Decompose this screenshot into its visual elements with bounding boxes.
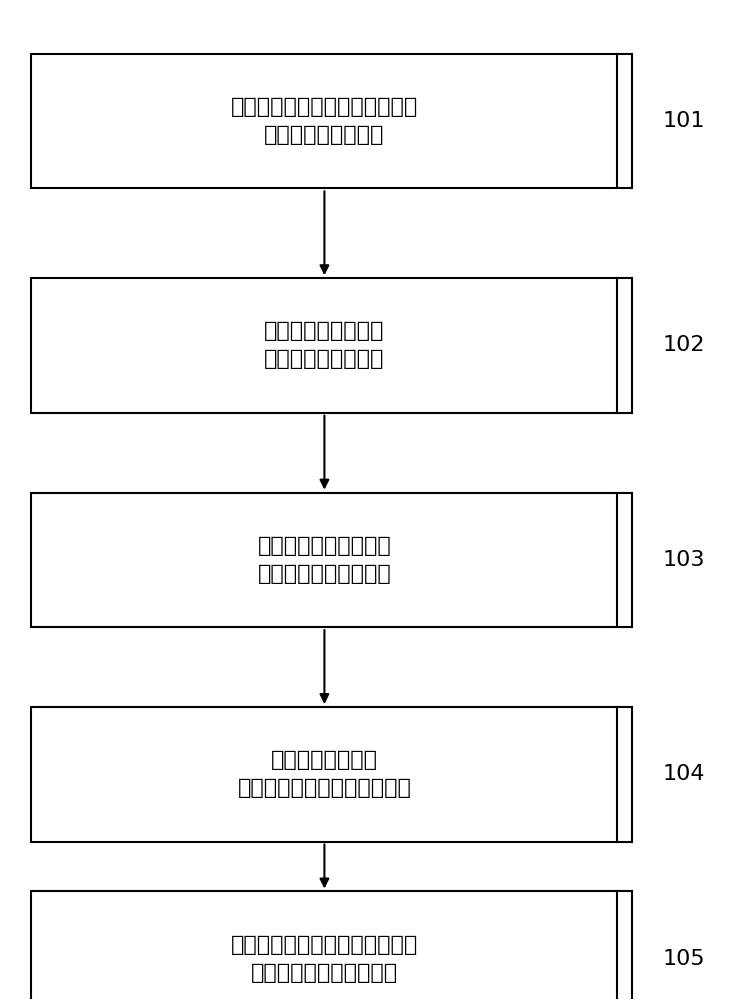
Text: 103: 103	[663, 550, 705, 570]
FancyBboxPatch shape	[32, 54, 618, 188]
Text: 执行球形摆锯的旋转中心相对于
机械臂基座位置标定: 执行球形摆锯的旋转中心相对于 机械臂基座位置标定	[231, 97, 418, 145]
Text: 102: 102	[663, 335, 705, 355]
FancyBboxPatch shape	[32, 891, 618, 1000]
Text: 将球形摆锯调整至另一切割位置
并根据切割路径进行切割: 将球形摆锯调整至另一切割位置 并根据切割路径进行切割	[231, 935, 418, 983]
FancyBboxPatch shape	[32, 278, 618, 413]
Text: 执行球形摆锯相对于
机械臂基座姿态标定: 执行球形摆锯相对于 机械臂基座姿态标定	[264, 321, 385, 369]
FancyBboxPatch shape	[32, 493, 618, 627]
Text: 启动摆锯电动工具
以根据切割路径旋转球形摆锯: 启动摆锯电动工具 以根据切割路径旋转球形摆锯	[238, 750, 412, 798]
FancyBboxPatch shape	[32, 707, 618, 842]
Text: 将机械臂上的球形摆锯
调整为切割位置和姿态: 将机械臂上的球形摆锯 调整为切割位置和姿态	[258, 536, 391, 584]
Text: 104: 104	[663, 764, 705, 784]
Text: 101: 101	[663, 111, 705, 131]
Text: 105: 105	[663, 949, 705, 969]
